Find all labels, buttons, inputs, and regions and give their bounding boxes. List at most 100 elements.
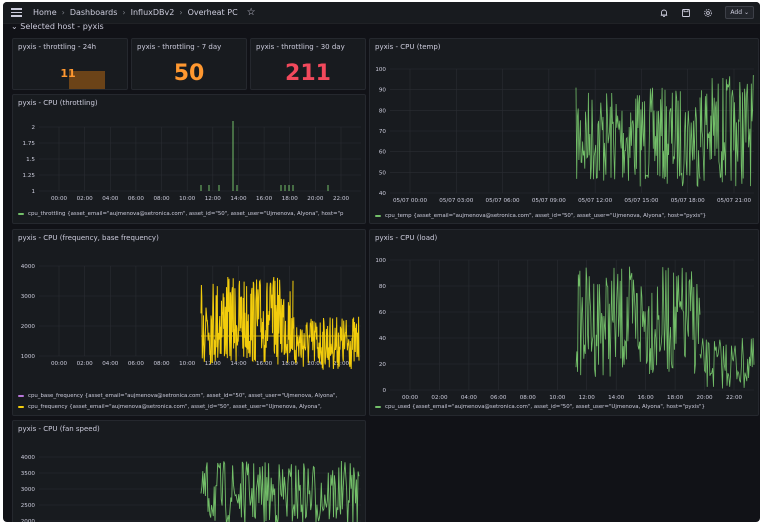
legend-label: cpu_base_frequency {asset_email="aujmeno… — [28, 393, 338, 399]
add-button[interactable]: Add ⌄ — [725, 6, 754, 19]
star-icon[interactable]: ☆ — [246, 7, 256, 18]
x-tick-label: 12:00 — [579, 395, 596, 401]
stat-panel-30day[interactable]: pyxis - throttling - 30 day 211 — [250, 38, 366, 90]
add-button-label: Add — [730, 9, 743, 16]
breadcrumb-separator-icon: › — [179, 8, 183, 17]
y-tick-label: 1.75 — [23, 141, 36, 147]
y-tick-label: 50 — [379, 170, 387, 176]
y-tick-label: 3000 — [21, 487, 36, 493]
legend-swatch — [18, 395, 24, 397]
x-tick-label: 18:00 — [282, 196, 299, 202]
x-tick-label: 04:00 — [461, 395, 478, 401]
panel-title: pyxis - CPU (throttling) — [18, 99, 98, 107]
gear-icon[interactable] — [703, 8, 713, 18]
legend-swatch — [375, 406, 381, 408]
x-tick-label: 05/07 18:00 — [671, 198, 705, 204]
x-tick-label: 16:00 — [256, 361, 273, 367]
x-tick-label: 10:00 — [549, 395, 566, 401]
chevron-down-icon: ⌄ — [743, 9, 749, 16]
toolbar-actions: Add ⌄ — [659, 6, 754, 19]
breadcrumb-home[interactable]: Home — [33, 8, 57, 17]
legend-swatch — [18, 213, 24, 215]
top-bar: Home › Dashboards › InfluxDBv2 › Overhea… — [3, 2, 760, 24]
legend-swatch — [375, 215, 381, 217]
x-tick-label: 08:00 — [520, 395, 537, 401]
stat-sparkline-area — [69, 71, 105, 89]
y-tick-label: 2500 — [21, 503, 36, 509]
throttling-chart[interactable]: 1 1.25 1.5 1.75 2 00:00 02:00 04:00 06:00 08:00 10… — [13, 109, 366, 217]
temp-panel[interactable]: pyxis - CPU (temp) 40 50 60 70 80 90 100 05/07 … — [369, 38, 759, 224]
stat-value: 50 — [173, 61, 205, 86]
y-tick-label: 1000 — [21, 354, 36, 360]
x-tick-label: 08:00 — [153, 361, 170, 367]
breadcrumb-folder[interactable]: InfluxDBv2 — [130, 8, 175, 17]
fan-series-line — [200, 460, 360, 522]
stat-panel-7day[interactable]: pyxis - throttling - 7 day 50 — [131, 38, 247, 90]
dashboard-frame: Home › Dashboards › InfluxDBv2 › Overhea… — [3, 2, 760, 522]
x-tick-label: 12:00 — [205, 196, 222, 202]
legend-item[interactable]: cpu_throttling {asset_email="aujmenova@s… — [18, 211, 343, 217]
frequency-series-line — [292, 316, 360, 370]
y-tick-label: 40 — [379, 191, 387, 197]
row-title[interactable]: ⌄ Selected host - pyxis — [11, 22, 104, 31]
y-tick-label: 1.25 — [23, 173, 36, 179]
bell-icon[interactable] — [659, 8, 669, 18]
legend-item[interactable]: cpu_base_frequency {asset_email="aujmeno… — [18, 393, 337, 399]
fan-panel[interactable]: pyxis - CPU (fan speed) 2000 2500 3000 3500… — [12, 420, 366, 522]
x-tick-label: 00:00 — [51, 361, 68, 367]
y-tick-label: 90 — [379, 88, 387, 94]
legend-item[interactable]: cpu_temp {asset_email="aujmenova@setroni… — [375, 213, 706, 219]
y-tick-label: 70 — [379, 129, 387, 135]
y-tick-label: 2 — [31, 125, 35, 131]
x-tick-label: 10:00 — [179, 196, 196, 202]
y-tick-label: 20 — [379, 362, 387, 368]
x-tick-label: 05/07 15:00 — [624, 198, 658, 204]
x-tick-label: 05/07 21:00 — [717, 198, 751, 204]
throttling-panel[interactable]: pyxis - CPU (throttling) 1 1.25 1.5 1.75 2 00… — [12, 94, 366, 224]
legend-item[interactable]: cpu_used {asset_email="aujmenova@setroni… — [375, 404, 705, 410]
legend-label: cpu_frequency {asset_email="aujmenova@se… — [28, 404, 322, 410]
temp-chart[interactable]: 40 50 60 70 80 90 100 05/07 00:00 05/07 03:00 05/… — [370, 53, 759, 217]
x-tick-label: 20:00 — [696, 395, 713, 401]
x-tick-label: 16:00 — [638, 395, 655, 401]
x-tick-label: 08:00 — [153, 196, 170, 202]
legend-label: cpu_used {asset_email="aujmenova@setroni… — [385, 404, 705, 410]
fan-chart[interactable]: 2000 2500 3000 3500 4000 — [13, 435, 366, 522]
x-tick-label: 16:00 — [256, 196, 273, 202]
y-tick-label: 0 — [382, 388, 386, 394]
save-icon[interactable] — [681, 8, 691, 18]
x-tick-label: 18:00 — [667, 395, 684, 401]
x-tick-label: 10:00 — [179, 361, 196, 367]
load-chart[interactable]: 0 20 40 60 80 100 00:00 02:00 04:00 06:00 08:00 10:… — [370, 244, 759, 406]
x-tick-label: 02:00 — [77, 196, 94, 202]
frequency-series-line — [200, 276, 294, 365]
y-tick-label: 60 — [379, 150, 387, 156]
temp-series-line — [699, 75, 755, 187]
menu-icon[interactable] — [11, 8, 22, 17]
y-tick-label: 1.5 — [26, 157, 35, 163]
panel-title: pyxis - CPU (temp) — [375, 43, 441, 51]
y-tick-label: 100 — [375, 258, 386, 264]
legend-label: cpu_throttling {asset_email="aujmenova@s… — [28, 211, 344, 217]
x-tick-label: 22:00 — [333, 361, 350, 367]
breadcrumb-separator-icon: › — [61, 8, 65, 17]
y-tick-label: 1 — [31, 189, 35, 195]
temp-series-line — [575, 87, 701, 188]
stat-panel-24h[interactable]: pyxis - throttling - 24h 11 — [12, 38, 128, 90]
frequency-chart[interactable]: 1000 2000 3000 4000 00:00 02:00 04:00 06:00 08:0… — [13, 244, 366, 394]
legend-item[interactable]: cpu_frequency {asset_email="aujmenova@se… — [18, 404, 322, 410]
frequency-panel[interactable]: pyxis - CPU (frequency, base frequency) … — [12, 229, 366, 416]
x-tick-label: 05/07 09:00 — [532, 198, 566, 204]
breadcrumb-dashboard[interactable]: Overheat PC — [187, 8, 238, 17]
panel-title: pyxis - CPU (load) — [375, 234, 438, 242]
breadcrumb-dashboards[interactable]: Dashboards — [69, 8, 118, 17]
x-tick-label: 02:00 — [431, 395, 448, 401]
x-tick-label: 05/07 06:00 — [486, 198, 520, 204]
legend-swatch — [18, 406, 24, 408]
x-tick-label: 00:00 — [402, 395, 419, 401]
y-tick-label: 3000 — [21, 294, 36, 300]
load-panel[interactable]: pyxis - CPU (load) 0 20 40 60 80 100 00:00 02:0… — [369, 229, 759, 416]
x-tick-label: 22:00 — [726, 395, 743, 401]
load-series-line — [699, 338, 755, 389]
stat-value: 211 — [285, 61, 331, 86]
